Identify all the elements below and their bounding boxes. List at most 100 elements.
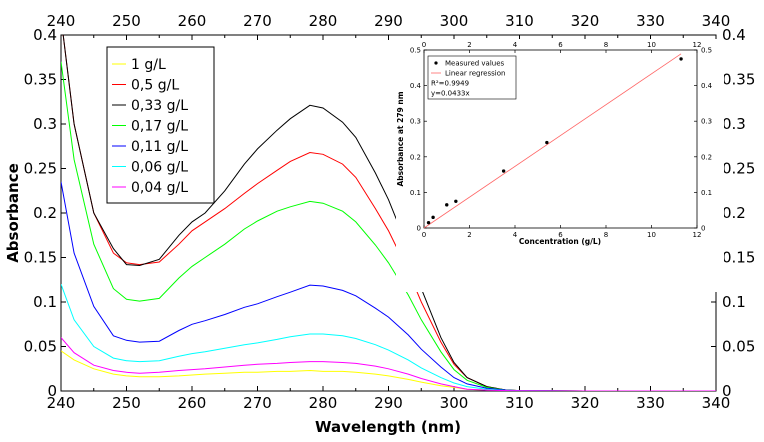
inset-x-tick-label-bottom: 0 xyxy=(422,231,426,239)
y-tick-label-right: 0 xyxy=(722,382,732,400)
x-tick-label-top: 250 xyxy=(112,12,141,30)
x-tick-label-bottom: 240 xyxy=(47,394,76,412)
inset-x-tick-label-bottom: 12 xyxy=(693,231,702,239)
y-tick-label-right: 0.4 xyxy=(722,26,746,44)
legend: 1 g/L 0,5 g/L 0,33 g/L 0,17 g/L 0,11 g/L 0,06… xyxy=(106,46,215,204)
inset-x-tick-label-bottom: 4 xyxy=(513,231,518,239)
inset-regression-line xyxy=(423,53,682,229)
inset-y-tick-label-right: 0.5 xyxy=(701,47,712,55)
inset-data-point xyxy=(679,57,683,61)
inset-data-point xyxy=(426,220,431,225)
y-tick-label-right: 0.15 xyxy=(722,249,755,267)
inset-y-tick-label-right: 0.1 xyxy=(701,189,712,197)
y-axis-title: Absorbance xyxy=(4,163,22,263)
series-line-0 xyxy=(61,350,716,391)
inset-x-tick-label-top: 2 xyxy=(467,41,471,49)
inset-x-tick-label-top: 4 xyxy=(513,41,518,49)
inset-y-tick-label-right: 0.4 xyxy=(701,82,713,90)
x-tick-label-top: 240 xyxy=(47,12,76,30)
inset-legend-r2: R²=0.9949 xyxy=(431,80,469,88)
y-tick-label-right: 0.2 xyxy=(722,204,746,222)
inset-data-point xyxy=(454,199,458,203)
inset-y-tick-label-left: 0.1 xyxy=(410,189,421,197)
inset-legend-measured: Measured values xyxy=(445,60,505,68)
x-tick-label-bottom: 250 xyxy=(112,394,141,412)
inset-legend-box xyxy=(427,55,517,100)
x-tick-label-top: 310 xyxy=(505,12,534,30)
series-line-2 xyxy=(62,35,716,391)
y-tick-label-right: 0.05 xyxy=(722,338,755,356)
x-tick-label-bottom: 330 xyxy=(636,394,665,412)
inset-data-point xyxy=(501,169,506,173)
x-tick-label-bottom: 280 xyxy=(309,394,338,412)
inset-x-tick-label-top: 0 xyxy=(422,41,426,49)
inset-x-tick-label-top: 10 xyxy=(647,41,656,49)
x-tick-label-bottom: 270 xyxy=(243,394,272,412)
legend-label-3: 0,17 g/L xyxy=(131,119,188,135)
legend-label-4: 0,11 g/L xyxy=(131,139,188,155)
x-tick-label-top: 300 xyxy=(440,12,469,30)
inset-x-axis-title: Concentration (g/L) xyxy=(519,237,601,246)
y-tick-label-right: 0.35 xyxy=(722,71,755,89)
inset-x-tick-label-bottom: 2 xyxy=(467,231,471,239)
y-tick-label-left: 0 xyxy=(47,382,57,400)
y-tick-label-left: 0.05 xyxy=(24,338,57,356)
y-tick-label-right: 0.1 xyxy=(722,293,746,311)
x-tick-label-bottom: 290 xyxy=(374,394,403,412)
x-tick-label-top: 290 xyxy=(374,12,403,30)
inset-y-tick-label-left: 0.3 xyxy=(410,118,421,126)
inset-y-tick-label-left: 0.2 xyxy=(410,153,421,161)
x-tick-label-bottom: 260 xyxy=(178,394,207,412)
x-tick-label-top: 340 xyxy=(702,12,731,30)
legend-label-5: 0,06 g/L xyxy=(131,160,188,176)
legend-label-1: 0,5 g/L xyxy=(131,78,179,94)
inset-y-axis-title: Absorbance at 279 nm xyxy=(396,91,405,186)
inset-data-point xyxy=(445,203,449,207)
y-tick-label-left: 0.1 xyxy=(33,293,57,311)
inset-y-tick-label-right: 0 xyxy=(701,225,705,233)
x-tick-label-top: 270 xyxy=(243,12,272,30)
inset-x-tick-label-bottom: 10 xyxy=(647,231,656,239)
x-axis-title: Wavelength (nm) xyxy=(315,418,461,436)
inset-series xyxy=(423,53,683,229)
series-line-6 xyxy=(61,337,716,391)
x-tick-label-top: 330 xyxy=(636,12,665,30)
inset-x-tick-label-bottom: 8 xyxy=(604,231,608,239)
legend-label-0: 1 g/L xyxy=(131,57,166,73)
inset-y-tick-label-left: 0.5 xyxy=(410,47,421,55)
inset-legend-regression: Linear regression xyxy=(445,70,505,78)
main-series xyxy=(61,35,716,391)
x-tick-label-bottom: 310 xyxy=(505,394,534,412)
inset-y-tick-label-right: 0.3 xyxy=(701,118,712,126)
inset-data-point xyxy=(545,140,549,145)
legend-label-2: 0,33 g/L xyxy=(131,98,188,114)
main-ticks: 2402402502502602602702702802802902903003… xyxy=(24,12,756,412)
x-tick-label-top: 280 xyxy=(309,12,338,30)
y-tick-label-left: 0.4 xyxy=(33,26,57,44)
y-tick-label-left: 0.3 xyxy=(33,115,57,133)
legend-items: 1 g/L 0,5 g/L 0,33 g/L 0,17 g/L 0,11 g/L 0,06… xyxy=(112,57,188,196)
series-line-3 xyxy=(61,61,716,391)
x-tick-label-bottom: 300 xyxy=(440,394,469,412)
inset-y-tick-label-left: 0 xyxy=(417,225,421,233)
inset-data-point xyxy=(431,215,435,220)
inset-legend-marker-measured xyxy=(434,61,438,65)
x-tick-label-bottom: 340 xyxy=(702,394,731,412)
series-line-5 xyxy=(61,284,716,391)
inset-y-tick-label-left: 0.4 xyxy=(410,82,422,90)
y-tick-label-left: 0.2 xyxy=(33,204,57,222)
inset-y-tick-label-right: 0.2 xyxy=(701,153,712,161)
inset-x-tick-label-top: 6 xyxy=(558,41,563,49)
y-tick-label-right: 0.3 xyxy=(722,115,746,133)
series-line-4 xyxy=(61,181,716,391)
inset-x-tick-label-top: 12 xyxy=(693,41,702,49)
y-tick-label-left: 0.35 xyxy=(24,71,57,89)
y-tick-label-left: 0.15 xyxy=(24,249,57,267)
legend-label-6: 0,04 g/L xyxy=(131,180,188,196)
y-tick-label-left: 0.25 xyxy=(24,160,57,178)
x-tick-label-top: 260 xyxy=(178,12,207,30)
inset-legend: Measured values Linear regression R²=0.9… xyxy=(427,55,517,100)
